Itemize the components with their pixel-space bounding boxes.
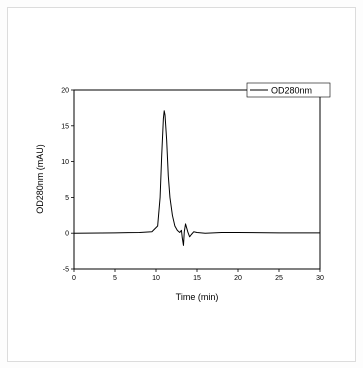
x-axis-label: Time (min) [176, 292, 219, 302]
x-tick-label: 30 [316, 275, 324, 282]
x-tick-label: 15 [193, 275, 201, 282]
x-tick-label: 25 [275, 275, 283, 282]
x-tick-label: 20 [234, 275, 242, 282]
y-tick-label: -5 [63, 267, 69, 274]
x-tick-label: 0 [72, 275, 76, 282]
y-tick-label: 15 [61, 123, 69, 130]
y-axis-label: OD280nm (mAU) [35, 144, 45, 214]
y-tick-label: 10 [61, 159, 69, 166]
series-lines [73, 110, 320, 246]
legend-label: OD280nm [271, 86, 312, 96]
y-tick-label: 20 [61, 88, 69, 95]
plot-area [73, 89, 321, 270]
series-line-od280nm [73, 110, 320, 246]
x-tick-label: 5 [113, 275, 117, 282]
figure-frame [7, 7, 356, 362]
legend-box [246, 82, 331, 98]
y-tick-label: 5 [65, 195, 69, 202]
legend: OD280nm [246, 82, 331, 98]
x-tick-label: 10 [152, 275, 160, 282]
y-tick-label: 0 [65, 231, 69, 238]
